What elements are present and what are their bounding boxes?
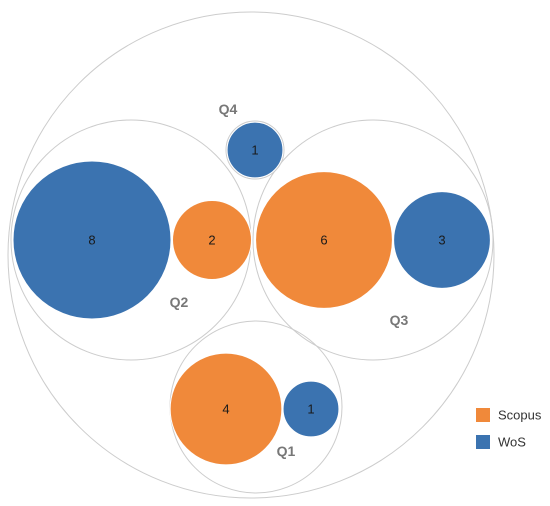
legend-swatch-scopus <box>476 408 490 422</box>
legend: Scopus WoS <box>476 408 542 450</box>
bubble-label-q3-scopus: 6 <box>320 233 327 248</box>
bubble-q3-wos <box>393 191 491 289</box>
bubble-q2-wos <box>12 160 172 320</box>
legend-swatch-wos <box>476 435 490 449</box>
group-label-q3: Q3 <box>390 312 409 328</box>
legend-item-wos: WoS <box>476 435 526 450</box>
bubble-label-q3-wos: 3 <box>438 233 445 248</box>
group-q2: 8 2 Q2 <box>10 119 252 361</box>
outer-circle <box>7 11 495 499</box>
groups-layer: 4 1 Q1 8 2 Q2 6 3 Q3 1 Q4 <box>10 101 494 494</box>
group-label-q4: Q4 <box>219 101 238 117</box>
bubble-label-q1-wos: 1 <box>307 402 314 417</box>
bubble-q4-wos <box>226 121 284 179</box>
bubble-label-q2-scopus: 2 <box>208 233 215 248</box>
legend-label-wos: WoS <box>498 435 526 450</box>
bubble-label-q2-wos: 8 <box>88 233 95 248</box>
group-circle-q3 <box>252 119 494 361</box>
group-label-q1: Q1 <box>277 443 296 459</box>
bubble-q1-scopus <box>169 352 283 466</box>
bubble-label-q4-wos: 1 <box>251 143 258 158</box>
bubble-q1-wos <box>282 380 340 438</box>
bubble-label-q1-scopus: 4 <box>222 402 229 417</box>
legend-item-scopus: Scopus <box>476 408 542 423</box>
legend-label-scopus: Scopus <box>498 408 542 423</box>
group-q3: 6 3 Q3 <box>252 119 494 361</box>
bubble-q2-scopus <box>172 200 252 280</box>
group-circle-q4 <box>225 120 285 180</box>
group-q1: 4 1 Q1 <box>169 320 343 494</box>
group-label-q2: Q2 <box>170 294 189 310</box>
group-q4: 1 Q4 <box>219 101 285 180</box>
bubble-q3-scopus <box>255 171 393 309</box>
